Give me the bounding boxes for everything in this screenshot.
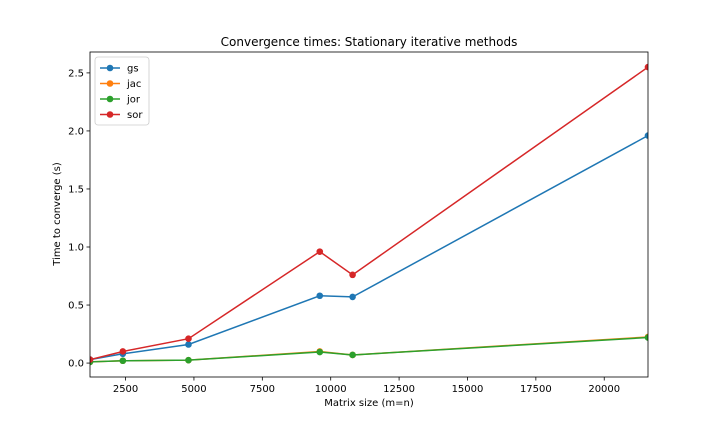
series-line-sor (90, 66, 648, 361)
data-point-jor (349, 351, 356, 359)
x-tick-label: 2500 (113, 384, 138, 395)
legend-label-gs: gs (127, 64, 139, 75)
series-layer (90, 63, 648, 366)
legend-swatch-marker (106, 64, 114, 72)
y-tick-label: 1.5 (68, 184, 84, 195)
data-point-sor (119, 348, 127, 355)
legend-swatch-marker (106, 80, 114, 87)
legend-swatch-marker (106, 111, 114, 118)
data-point-jor (119, 357, 127, 365)
data-point-sor (316, 248, 324, 255)
data-point-gs (644, 132, 648, 139)
legend-swatch-marker (106, 95, 114, 103)
legend-box (94, 56, 150, 126)
x-tick-label: 10000 (315, 384, 347, 395)
y-axis-ticks: 0.0 0.5 1.0 1.5 2.0 2.5 (68, 68, 90, 370)
data-point-jor (644, 334, 648, 341)
x-tick-label: 5000 (181, 384, 206, 395)
x-tick-label: 20000 (588, 384, 620, 395)
data-point-sor (185, 335, 192, 342)
data-point-gs (349, 293, 356, 301)
x-tick-label: 17500 (520, 384, 552, 395)
data-point-sor (349, 271, 356, 279)
data-point-sor (90, 356, 94, 363)
x-tick-label: 15000 (452, 384, 484, 395)
series-line-gs (90, 134, 648, 361)
data-point-jor (185, 356, 192, 364)
data-point-gs (185, 341, 192, 348)
legend-label-jac: jac (126, 79, 141, 90)
y-tick-label: 0.0 (68, 359, 84, 370)
legend: gs jac jor sor (94, 56, 150, 126)
plot-frame (89, 51, 649, 378)
x-axis-label: Matrix size (m=n) (324, 398, 414, 409)
data-point-jor (316, 348, 324, 356)
y-tick-label: 2.0 (68, 126, 84, 137)
x-tick-label: 7500 (250, 384, 275, 395)
chart-title: Convergence times: Stationary iterative … (221, 35, 518, 49)
y-tick-label: 2.5 (68, 68, 84, 79)
x-tick-label: 12500 (383, 384, 415, 395)
data-point-sor (644, 63, 648, 71)
y-axis-label: Time to converge (s) (52, 162, 63, 267)
legend-label-jor: jor (126, 95, 141, 106)
series-line-jor (90, 336, 648, 363)
y-tick-label: 1.0 (68, 243, 84, 254)
legend-label-sor: sor (127, 110, 143, 121)
x-axis-ticks: 2500 5000 7500 10000 12500 15000 17500 20000 (113, 377, 620, 395)
data-point-gs (316, 292, 324, 300)
y-tick-label: 0.5 (68, 301, 84, 312)
